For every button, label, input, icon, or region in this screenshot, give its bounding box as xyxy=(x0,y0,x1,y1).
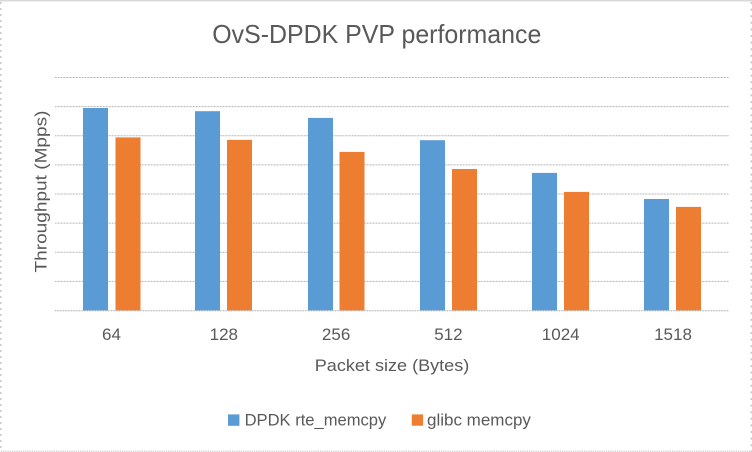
svg-text:1518: 1518 xyxy=(654,325,692,344)
svg-text:1024: 1024 xyxy=(542,325,580,344)
svg-text:64: 64 xyxy=(102,325,121,344)
svg-text:glibc memcpy: glibc memcpy xyxy=(427,411,531,430)
svg-text:256: 256 xyxy=(322,325,350,344)
svg-text:128: 128 xyxy=(210,325,238,344)
svg-text:DPDK rte_memcpy: DPDK rte_memcpy xyxy=(245,411,387,430)
svg-text:Throughput (Mpps): Throughput (Mpps) xyxy=(32,110,51,272)
svg-text:512: 512 xyxy=(434,325,462,344)
svg-text:Packet size (Bytes): Packet size (Bytes) xyxy=(315,356,470,375)
svg-text:OvS-DPDK PVP performance: OvS-DPDK PVP performance xyxy=(212,19,541,49)
